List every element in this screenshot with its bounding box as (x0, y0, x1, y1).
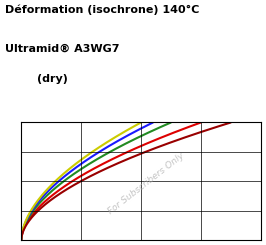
Text: (dry): (dry) (37, 74, 68, 84)
Text: Déformation (isochrone) 140°C: Déformation (isochrone) 140°C (5, 5, 200, 15)
Text: Ultramid® A3WG7: Ultramid® A3WG7 (5, 44, 120, 54)
Text: For Subscribers Only: For Subscribers Only (106, 151, 185, 216)
